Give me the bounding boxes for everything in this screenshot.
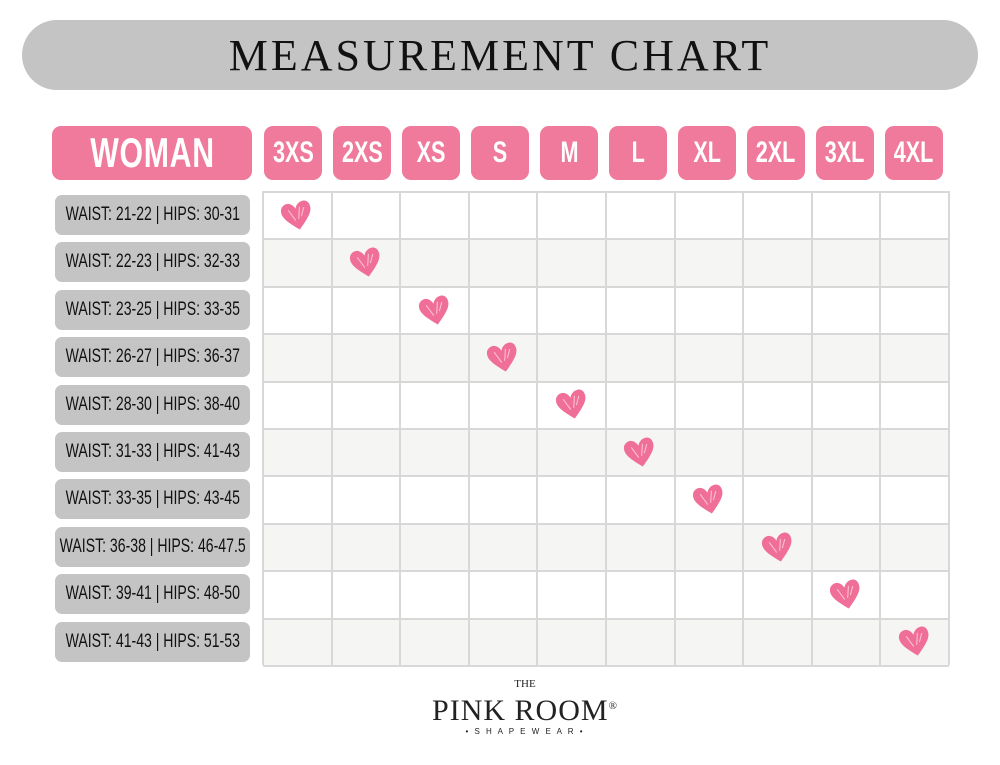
size-label: 3XS — [272, 136, 314, 169]
size-header-3xs: 3XS — [264, 126, 322, 180]
size-label: 3XL — [825, 136, 865, 169]
measurement-label: WAIST: 26-27 | HIPS: 36-37 — [55, 337, 250, 378]
heart-icon — [692, 484, 723, 514]
measurement-label: WAIST: 39-41 | HIPS: 48-50 — [55, 574, 250, 615]
heart-icon — [761, 532, 791, 562]
grid-bottom — [263, 665, 949, 667]
measurement-label: WAIST: 28-30 | HIPS: 38-40 — [55, 384, 250, 425]
measurement-text: WAIST: 39-41 | HIPS: 48-50 — [65, 583, 240, 605]
size-label: S — [492, 136, 508, 169]
grid-line — [879, 191, 882, 665]
size-header-4xl: 4XL — [885, 126, 943, 180]
woman-label: WOMAN — [89, 129, 215, 176]
measurement-label: WAIST: 36-38 | HIPS: 46-47.5 — [55, 526, 250, 567]
size-label: 2XS — [341, 136, 383, 169]
logo: THE PINK ROOM® • S H A P E W E A R • — [420, 678, 630, 736]
measurement-text: WAIST: 31-33 | HIPS: 41-43 — [65, 441, 240, 462]
size-header-l: L — [609, 126, 667, 180]
measurement-text: WAIST: 21-22 | HIPS: 30-31 — [65, 204, 240, 225]
heart-icon — [830, 579, 860, 609]
size-header-xl: XL — [678, 126, 736, 180]
heart-icon — [349, 247, 380, 277]
size-header-m: M — [540, 126, 598, 180]
measurement-text: WAIST: 22-23 | HIPS: 32-33 — [65, 251, 240, 273]
logo-the: THE — [514, 678, 536, 690]
heart-icon — [418, 295, 448, 325]
size-header-3xl: 3XL — [816, 126, 874, 180]
heart-icon — [487, 342, 517, 372]
size-header-s: S — [471, 126, 529, 180]
logo-name: PINK ROOM — [432, 694, 609, 727]
measurement-text: WAIST: 36-38 | HIPS: 46-47.5 — [59, 535, 246, 557]
measurement-text: WAIST: 41-43 | HIPS: 51-53 — [65, 630, 240, 652]
grid-line — [262, 191, 264, 665]
woman-header: WOMAN — [52, 126, 252, 180]
title-bar: MEASUREMENT CHART — [22, 20, 978, 90]
size-label: XS — [416, 136, 446, 169]
size-label: L — [631, 136, 645, 169]
size-grid — [262, 191, 950, 667]
measurement-label: WAIST: 22-23 | HIPS: 32-33 — [55, 242, 250, 283]
size-label: XL — [693, 136, 721, 169]
grid-line — [536, 191, 539, 665]
measurement-label: WAIST: 23-25 | HIPS: 33-35 — [55, 289, 250, 330]
heart-icon — [898, 626, 929, 656]
grid-line — [330, 191, 333, 665]
size-label: 2XL — [756, 136, 796, 169]
grid-line — [948, 191, 950, 665]
logo-tagline: • S H A P E W E A R • — [465, 727, 585, 736]
grid-line — [605, 191, 607, 665]
size-header-2xl: 2XL — [747, 126, 805, 180]
measurement-label: WAIST: 41-43 | HIPS: 51-53 — [55, 621, 250, 662]
grid-line — [673, 191, 676, 665]
size-label: 4XL — [894, 136, 934, 169]
heart-icon — [624, 437, 654, 467]
size-header-2xs: 2XS — [333, 126, 391, 180]
heart-icon — [555, 389, 586, 419]
measurement-label: WAIST: 21-22 | HIPS: 30-31 — [55, 195, 250, 235]
measurement-text: WAIST: 26-27 | HIPS: 36-37 — [65, 346, 240, 368]
measurement-label: WAIST: 33-35 | HIPS: 43-45 — [55, 479, 250, 520]
measurement-label: WAIST: 31-33 | HIPS: 41-43 — [55, 432, 250, 472]
size-header-xs: XS — [402, 126, 460, 180]
measurement-text: WAIST: 33-35 | HIPS: 43-45 — [65, 488, 240, 510]
grid-line — [742, 191, 745, 665]
heart-icon — [281, 200, 311, 230]
page-title: MEASUREMENT CHART — [228, 30, 772, 80]
measurement-text: WAIST: 23-25 | HIPS: 33-35 — [65, 298, 240, 320]
grid-line — [810, 191, 813, 665]
size-label: M — [560, 136, 578, 169]
grid-line — [467, 191, 470, 665]
measurement-text: WAIST: 28-30 | HIPS: 38-40 — [65, 393, 240, 415]
grid-line — [399, 191, 402, 665]
logo-registered: ® — [608, 700, 618, 712]
